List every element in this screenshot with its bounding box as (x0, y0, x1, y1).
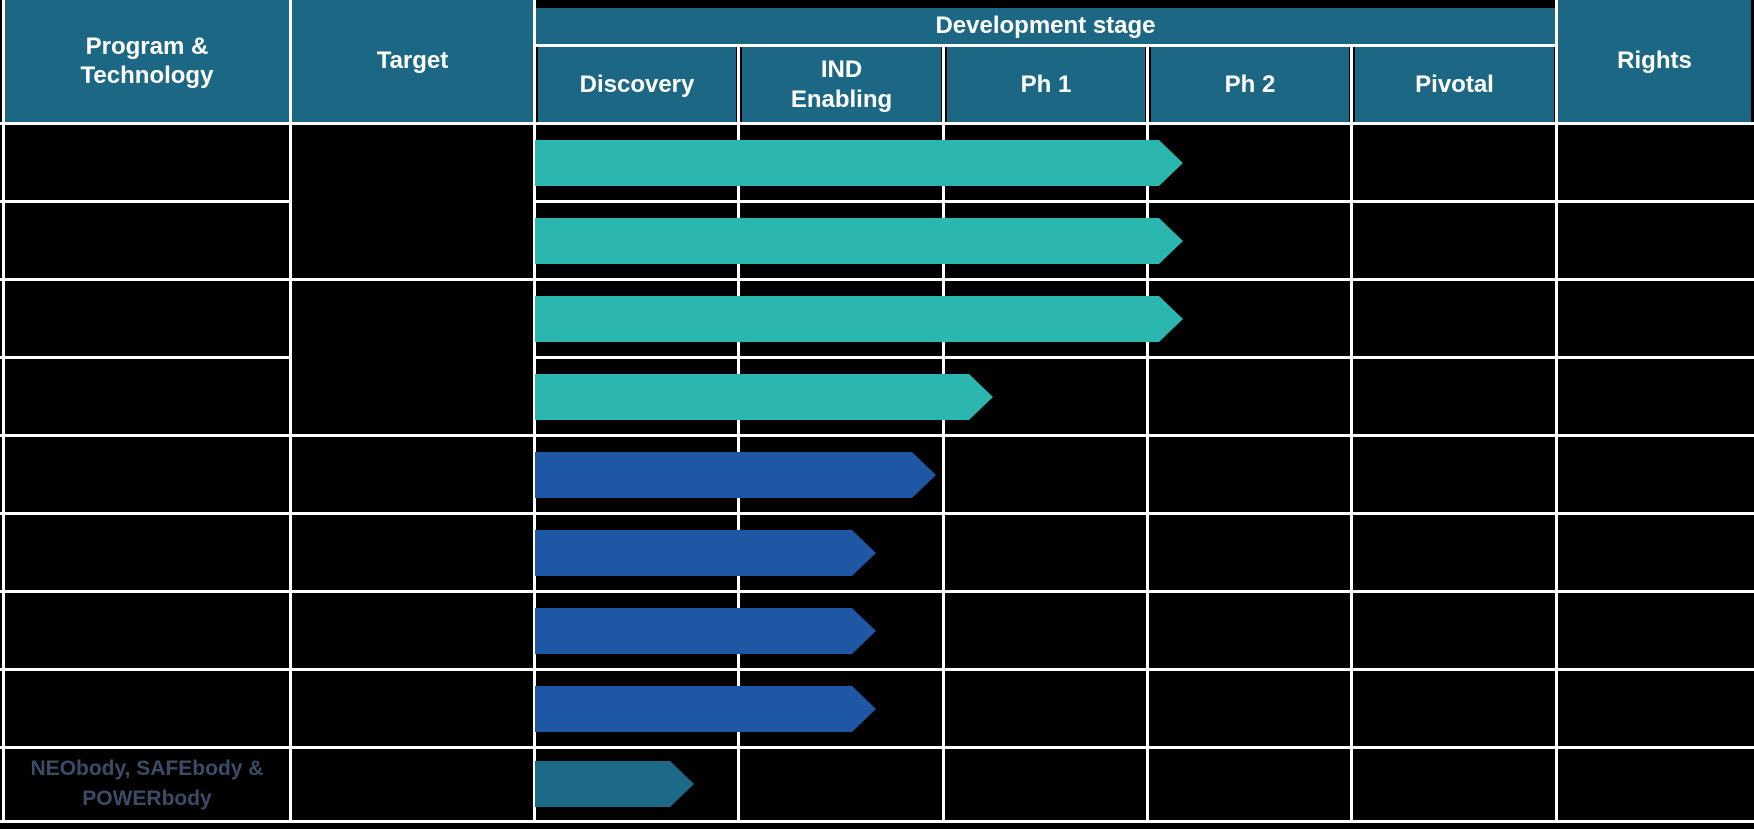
gridline-horizontal (0, 122, 1754, 125)
pipeline-arrow-row-6 (535, 530, 876, 576)
gridline-vertical (1555, 0, 1558, 823)
pipeline-arrow-head (1159, 140, 1183, 186)
gridline-horizontal (0, 434, 1754, 437)
pipeline-arrow-head (912, 452, 936, 498)
pipeline-arrow-shaft (535, 686, 852, 732)
header-cell-target: Target (292, 0, 533, 122)
gridline-horizontal (533, 200, 1754, 203)
gridline-horizontal (0, 278, 1754, 281)
pipeline-arrow-shaft (535, 140, 1159, 186)
gridline-vertical (1350, 44, 1353, 823)
pipeline-arrow-head (969, 374, 993, 420)
pipeline-arrow-row-3 (535, 296, 1183, 342)
pipeline-arrow-shaft (535, 608, 852, 654)
gridline-vertical (2, 0, 5, 823)
header-cell-development-stage: Development stage (536, 8, 1555, 44)
gridline-horizontal (0, 200, 291, 203)
gridline-vertical (942, 44, 945, 823)
pipeline-arrow-row-4 (535, 374, 993, 420)
gridline-vertical (533, 0, 536, 823)
pipeline-arrow-head (1159, 218, 1183, 264)
pipeline-arrow-row-7 (535, 608, 876, 654)
pipeline-arrow-shaft (535, 296, 1159, 342)
pipeline-arrow-row-5 (535, 452, 936, 498)
gridline-vertical (289, 0, 292, 823)
header-cell-stage-ph-1: Ph 1 (947, 47, 1145, 122)
gridline-horizontal (0, 820, 1754, 823)
pipeline-arrow-shaft (535, 452, 912, 498)
header-cell-rights: Rights (1558, 0, 1751, 122)
pipeline-arrow-head (852, 686, 876, 732)
header-cell-stage-pivotal: Pivotal (1355, 47, 1554, 122)
pipeline-arrow-head (852, 608, 876, 654)
gridline-horizontal (0, 512, 1754, 515)
gridline-horizontal (533, 44, 1557, 47)
gridline-vertical (1146, 44, 1149, 823)
pipeline-arrow-shaft (535, 218, 1159, 264)
pipeline-arrow-row-8 (535, 686, 876, 732)
gridline-horizontal (0, 356, 291, 359)
header-cell-stage-ph-2: Ph 2 (1151, 47, 1349, 122)
pipeline-arrow-row-2 (535, 218, 1183, 264)
program-cell-neobody-safebody-powerbody: NEObody, SAFEbody & POWERbody (30, 756, 264, 810)
gridline-horizontal (0, 668, 1754, 671)
pipeline-arrow-row-9 (535, 761, 694, 807)
gridline-horizontal (0, 746, 1754, 749)
gridline-horizontal (0, 590, 1754, 593)
gridline-horizontal (533, 356, 1754, 359)
pipeline-arrow-head (852, 530, 876, 576)
pipeline-arrow-row-1 (535, 140, 1183, 186)
header-cell-program-technology: Program & Technology (5, 0, 289, 122)
pipeline-arrow-shaft (535, 374, 969, 420)
gridline-vertical (737, 44, 740, 823)
pipeline-arrow-shaft (535, 761, 670, 807)
pipeline-arrow-head (1159, 296, 1183, 342)
header-cell-stage-discovery: Discovery (538, 47, 736, 122)
header-cell-stage-ind-enabling: IND Enabling (742, 47, 941, 122)
pipeline-arrow-head (670, 761, 694, 807)
pipeline-arrow-shaft (535, 530, 852, 576)
